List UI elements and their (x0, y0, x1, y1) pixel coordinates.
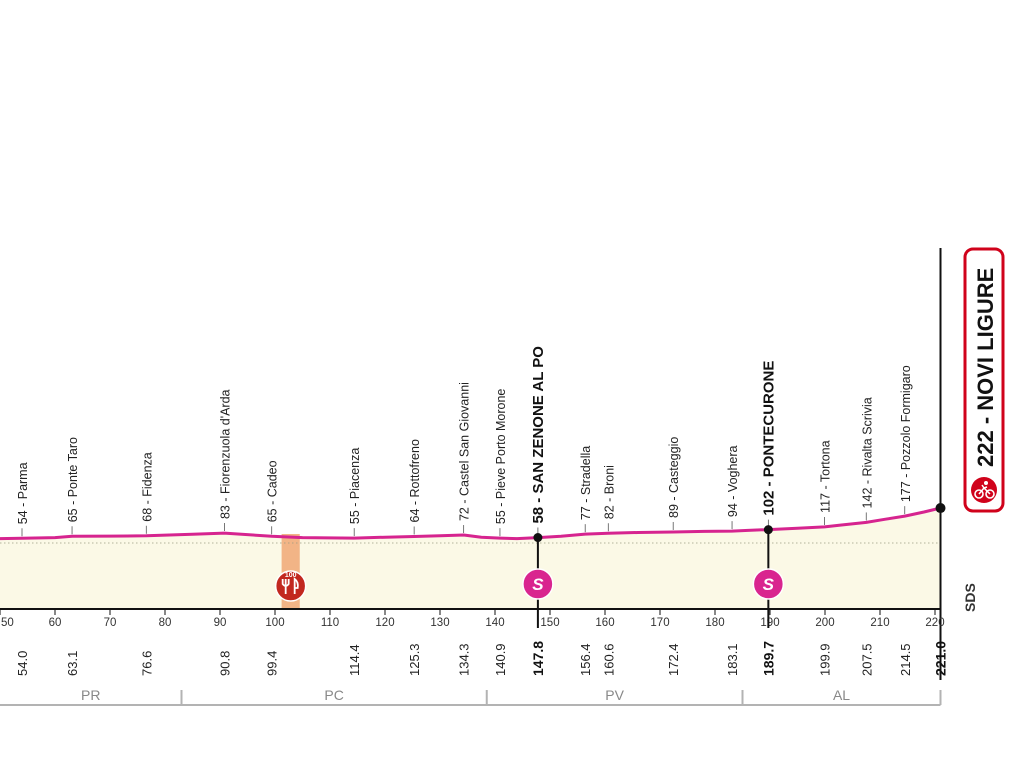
sds-logo: SDS (962, 583, 978, 612)
x-tick-label: 120 (375, 617, 394, 629)
place-label: 65 - Cadeo (266, 460, 280, 522)
finish-box-frame (963, 247, 1005, 513)
x-tick-label: 190 (760, 617, 779, 629)
x-tick-label: 150 (540, 617, 559, 629)
x-tick-label: 80 (159, 617, 172, 629)
profile-line-layer (0, 506, 941, 541)
km-label: 63.1 (65, 651, 80, 676)
km-label: 189.7 (760, 641, 776, 676)
province-label: PV (605, 687, 624, 703)
sprint-point-dot (763, 525, 773, 535)
x-tick-label: 200 (815, 617, 834, 629)
feed-icon-circle (274, 570, 307, 602)
x-tick-label: 180 (705, 617, 724, 629)
finish-box: 222 - NOVI LIGURE (963, 247, 1005, 513)
place-label: 54 - Parma (16, 462, 30, 524)
sprint-markers: S S 100 (274, 568, 785, 602)
sprint-icon (752, 568, 785, 600)
place-label: 77 - Stradella (579, 446, 593, 520)
km-label: 125.3 (407, 643, 422, 676)
km-label: 156.4 (578, 643, 593, 676)
km-label: 114.4 (347, 644, 362, 676)
place-label: 55 - Pieve Porto Morone (494, 389, 508, 525)
x-axis: 50 60 70 80 90 100 110 120 130 140 150 160 170 180 190… (0, 248, 945, 680)
km-label: 140.9 (493, 643, 508, 676)
province-label: PR (81, 687, 100, 703)
km-label: 147.8 (530, 641, 546, 676)
fork-knife-glyph (281, 577, 299, 594)
x-tick-label: 70 (104, 617, 117, 629)
km-label: 221.0 (933, 641, 949, 676)
profile-line (0, 506, 941, 541)
place-label: 102 - PONTECURONE (760, 361, 777, 516)
km-label: 54.0 (15, 651, 30, 676)
finish-point-dot (935, 503, 946, 514)
km-label: 207.5 (859, 643, 874, 676)
place-label: 72 - Castel San Giovanni (458, 382, 472, 521)
km-label: 214.5 (898, 643, 913, 676)
place-label: 117 - Tortona (818, 440, 832, 513)
profile-area (0, 508, 941, 609)
cyclist-icon (971, 477, 997, 503)
place-label: 83 - Fiorenzuola d'Arda (218, 389, 232, 519)
place-label: 55 - Piacenza (348, 448, 362, 524)
x-tick-label: 100 (265, 617, 284, 629)
km-label: 76.6 (139, 651, 154, 676)
x-tick-label: 140 (485, 617, 504, 629)
fork-knife-icon: 100 (274, 570, 307, 602)
km-label: 160.6 (601, 643, 616, 676)
sprint-symbol: S (763, 575, 775, 594)
km-label: 90.8 (217, 651, 232, 676)
x-tick-label: 60 (49, 617, 62, 629)
place-label: 58 - SAN ZENONE AL PO (530, 346, 547, 524)
sprint-symbol: S (532, 575, 544, 594)
province-bar: PR PC PV AL (0, 687, 942, 706)
province-label: AL (833, 687, 850, 703)
km-label: 134.3 (457, 643, 472, 676)
place-label: 89 - Casteggio (667, 437, 681, 518)
x-tick-label: 170 (650, 617, 669, 629)
place-label: 82 - Broni (602, 465, 616, 519)
x-tick-label: 50 (1, 617, 14, 629)
km-label: 183.1 (725, 643, 740, 676)
feed-icon-text: 100 (285, 572, 297, 579)
x-tick-label: 160 (595, 617, 614, 629)
km-label: 99.4 (265, 651, 280, 676)
sprint-icon (522, 568, 554, 600)
profile-area-layer (0, 508, 941, 609)
x-tick-label: 130 (430, 617, 449, 629)
finish-label: 222 - NOVI LIGURE (973, 268, 998, 467)
place-label: 142 - Rivalta Scrivia (860, 397, 874, 508)
place-label: 68 - Fidenza (140, 452, 154, 522)
place-label: 94 - Voghera (726, 445, 740, 517)
km-label: 199.9 (817, 643, 832, 676)
x-tick-label: 90 (214, 617, 227, 629)
x-tick-label: 210 (870, 617, 889, 629)
km-label: 172.4 (666, 643, 681, 676)
sprint-point-dot (533, 533, 543, 543)
place-labels: 54 - Parma 54.0 65 - Ponte Taro 63.1 68 - Fi… (15, 346, 949, 676)
province-label: PC (324, 687, 343, 703)
place-label: 65 - Ponte Taro (66, 437, 80, 522)
x-tick-label: 220 (925, 617, 944, 629)
place-label: 177 - Pozzolo Formigaro (899, 365, 913, 502)
x-tick-label: 110 (321, 617, 339, 629)
place-label: 64 - Rottofreno (408, 439, 422, 522)
